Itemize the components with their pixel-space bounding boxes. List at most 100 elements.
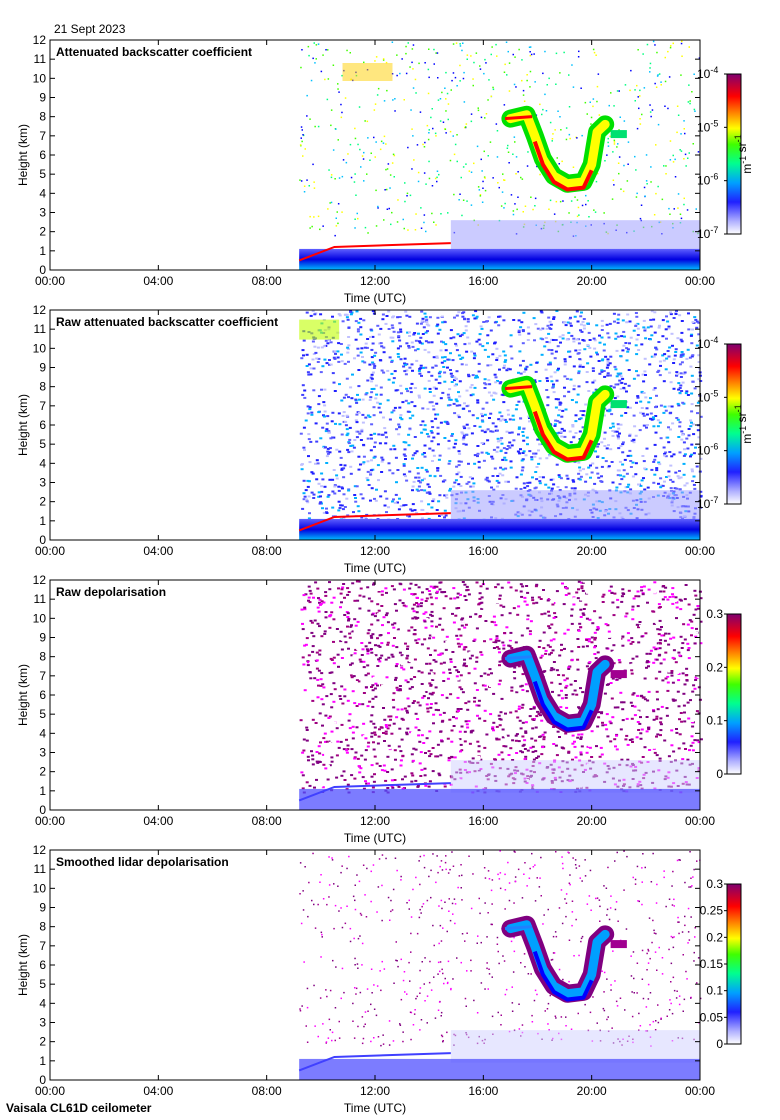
scatter-cell [434, 177, 437, 180]
noise-cell [316, 587, 320, 590]
noise-cell [428, 474, 432, 477]
noise-cell [495, 357, 499, 359]
noise-cell [521, 329, 525, 332]
scatter-cell [358, 106, 361, 108]
noise-cell [347, 489, 351, 492]
noise-cell [311, 310, 315, 313]
scatter-cell [386, 168, 389, 170]
noise-cell [477, 755, 480, 758]
scatter-cell [684, 153, 687, 156]
noise-cell [696, 412, 699, 415]
noise-cell [590, 636, 594, 639]
noise-cell [366, 479, 370, 482]
noise-cell [483, 348, 487, 351]
noise-cell [458, 452, 462, 455]
noise-cell [626, 313, 630, 316]
noise-cell [354, 398, 358, 401]
noise-cell [337, 665, 340, 668]
scatter-cell [655, 86, 658, 88]
noise-cell [643, 746, 647, 749]
noise-cell [400, 663, 404, 666]
scatter-cell [465, 163, 467, 165]
noise-cell [607, 444, 610, 447]
noise-cell [485, 451, 489, 454]
noise-cell [531, 750, 535, 753]
noise-cell [414, 476, 418, 479]
noise-cell [469, 386, 473, 389]
noise-cell [696, 401, 700, 404]
noise-cell [515, 691, 519, 694]
noise-cell [327, 494, 331, 497]
noise-cell [629, 336, 633, 339]
noise-cell [637, 626, 640, 629]
noise-cell [504, 467, 508, 470]
noise-cell [428, 593, 432, 596]
noise-cell [415, 450, 419, 453]
noise-cell [406, 727, 410, 730]
scatter-cell [413, 159, 415, 161]
noise-cell [498, 368, 501, 371]
scatter-cell [507, 144, 509, 147]
noise-cell [586, 344, 590, 347]
noise-cell [505, 448, 509, 451]
noise-cell [438, 617, 442, 620]
scatter-cell [418, 62, 420, 65]
noise-cell [404, 475, 407, 478]
noise-cell [613, 320, 616, 323]
noise-cell [692, 613, 696, 616]
noise-cell [652, 460, 656, 463]
noise-cell [340, 685, 344, 688]
noise-cell [528, 715, 532, 718]
noise-cell [693, 642, 697, 645]
noise-cell [591, 462, 595, 465]
noise-cell [675, 606, 679, 609]
scatter-cell [433, 63, 435, 65]
noise-cell [638, 722, 642, 725]
noise-cell [509, 586, 513, 589]
noise-cell [478, 597, 482, 600]
noise-cell [351, 690, 355, 693]
noise-cell [341, 487, 344, 490]
noise-cell [313, 786, 316, 789]
noise-cell [603, 437, 606, 440]
noise-cell [303, 606, 307, 609]
noise-cell [406, 681, 410, 684]
noise-cell [514, 710, 518, 713]
noise-cell [634, 325, 638, 327]
scatter-cell [477, 107, 479, 109]
noise-cell [435, 625, 438, 628]
noise-cell [579, 738, 583, 740]
noise-cell [355, 693, 359, 696]
noise-cell [429, 669, 433, 672]
noise-cell [642, 477, 645, 480]
noise-cell [671, 344, 674, 347]
noise-cell [381, 313, 385, 316]
noise-cell [402, 365, 406, 368]
noise-cell [449, 337, 453, 340]
noise-cell [501, 728, 505, 731]
noise-cell [310, 750, 313, 753]
noise-cell [500, 689, 504, 692]
noise-cell [349, 445, 353, 447]
noise-cell [521, 703, 525, 706]
noise-cell [509, 466, 513, 469]
noise-cell [454, 398, 458, 401]
noise-cell [579, 687, 582, 690]
scatter-cell [313, 216, 315, 218]
noise-cell [302, 492, 306, 495]
scatter-cell [414, 229, 417, 231]
noise-cell [555, 669, 559, 672]
noise-cell [504, 735, 508, 738]
noise-cell [420, 320, 424, 323]
noise-cell [675, 601, 679, 604]
noise-cell [309, 619, 313, 622]
colorbar-tick-label: 10-5 [697, 388, 718, 404]
noise-cell [434, 378, 438, 381]
noise-cell [618, 483, 622, 486]
noise-cell [658, 360, 662, 363]
noise-cell [362, 722, 366, 725]
noise-cell [649, 325, 653, 328]
noise-cell [457, 645, 461, 648]
scatter-cell [445, 132, 447, 134]
noise-cell [679, 384, 683, 387]
